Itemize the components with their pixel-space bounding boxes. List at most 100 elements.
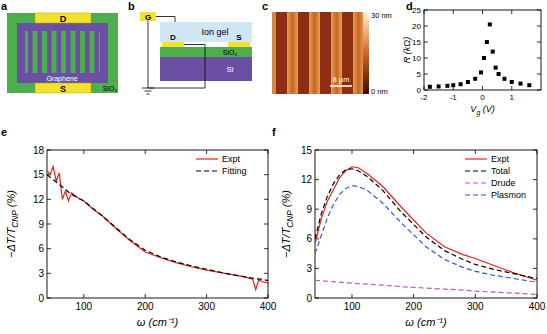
label-part: (%) (5, 190, 17, 211)
y-tick (264, 224, 268, 225)
afm-ribbon (320, 12, 331, 94)
figure: aDSGrapheneSiO₂bGIon gelDSSiO₂Sic30 nm0 … (0, 0, 547, 334)
y-tick (264, 248, 268, 249)
afm-gap (353, 12, 364, 94)
wire (142, 17, 205, 95)
series-line (315, 167, 537, 280)
y-tick (315, 179, 319, 180)
ribbon (95, 31, 100, 73)
legend-entry: Expt (222, 154, 241, 164)
x-tick-label: 100 (75, 301, 92, 312)
label: SiO₂ (223, 49, 238, 56)
point (437, 84, 441, 88)
x-tick-label: 0 (480, 93, 485, 102)
y-tick (47, 199, 51, 200)
y-tick-label: 15 (301, 145, 313, 156)
x-tick (453, 10, 454, 14)
point (485, 40, 489, 44)
marks (428, 22, 531, 88)
point (428, 85, 432, 89)
label: Graphene (46, 75, 77, 83)
afm-gap (309, 12, 320, 94)
label: SiO₂ (103, 85, 118, 92)
x-tick-label: 400 (260, 301, 277, 312)
oxide (160, 47, 252, 57)
y-tick (264, 199, 268, 200)
gap (25, 31, 100, 73)
x-tick-label: 300 (198, 301, 215, 312)
colorbar (363, 12, 369, 94)
x-tick (206, 150, 207, 154)
x-tick (482, 10, 483, 14)
x-tick (83, 150, 84, 154)
y-tick-label: 25 (412, 6, 421, 15)
panel-b: bGIon gelDSSiO₂Si (128, 0, 252, 94)
point (519, 82, 523, 86)
label: D (170, 33, 176, 42)
y-tick-label: 10 (412, 54, 421, 63)
y-tick (264, 273, 268, 274)
y-tick (537, 42, 541, 43)
scale-bar (330, 85, 352, 87)
panel-c: c30 nm0 nm8 µm (262, 0, 392, 96)
x-tick (511, 86, 512, 90)
legend-entry: Drude (491, 178, 516, 188)
label: G (145, 13, 151, 22)
x-tick-label: 100 (344, 301, 361, 312)
label-part: CNP (11, 210, 20, 228)
panel-label: b (128, 0, 135, 12)
x-tick-label: 300 (467, 301, 484, 312)
y-tick (533, 179, 537, 180)
label: D (60, 14, 67, 24)
legend-swatch (465, 182, 487, 183)
gate (140, 12, 156, 21)
legend-entry: Plasmon (491, 190, 526, 200)
x-tick (145, 150, 146, 154)
x-tick (206, 294, 207, 298)
point (479, 70, 483, 74)
y-tick (424, 74, 428, 75)
series-line (315, 280, 537, 294)
y-tick (47, 248, 51, 249)
ribbon (38, 31, 43, 73)
label-part: CNP (286, 210, 295, 228)
point (473, 77, 477, 81)
ribbon (76, 31, 81, 73)
source (35, 83, 91, 93)
legend-swatch (465, 170, 487, 171)
y-tick (533, 238, 537, 239)
y-tick-label: 0 (306, 293, 312, 304)
x-tick (475, 294, 476, 298)
series-line (315, 169, 537, 279)
afm-ribbon (276, 12, 287, 94)
point (482, 56, 486, 60)
graphene-frame (17, 23, 108, 83)
label: 0 nm (371, 87, 388, 96)
label: S (236, 33, 242, 42)
drain (162, 42, 184, 47)
afm-gap (287, 12, 298, 94)
point (497, 72, 501, 76)
y-tick-label: 5 (417, 70, 422, 79)
label: S (60, 84, 66, 94)
ion-gel (160, 22, 252, 42)
y-axis-label: −ΔT/TCNP (%) (5, 190, 20, 258)
x-tick (145, 294, 146, 298)
x-tick (83, 294, 84, 298)
y-tick (315, 209, 319, 210)
y-tick-label: 12 (33, 194, 45, 205)
x-axis-label: ω (cm⁻¹) (405, 316, 447, 328)
x-tick-label: -2 (420, 93, 428, 102)
point (451, 83, 455, 87)
y-axis-label: R (kΩ) (402, 37, 412, 63)
label: 30 nm (371, 11, 392, 20)
point (491, 50, 495, 54)
drain (35, 13, 91, 23)
y-tick (315, 268, 319, 269)
y-tick-label: 20 (412, 22, 421, 31)
plot-frame (315, 150, 537, 298)
legend: ExptFitting (196, 154, 247, 176)
plot-frame (424, 10, 541, 90)
afm-image (272, 12, 360, 94)
y-tick-label: 3 (38, 268, 44, 279)
